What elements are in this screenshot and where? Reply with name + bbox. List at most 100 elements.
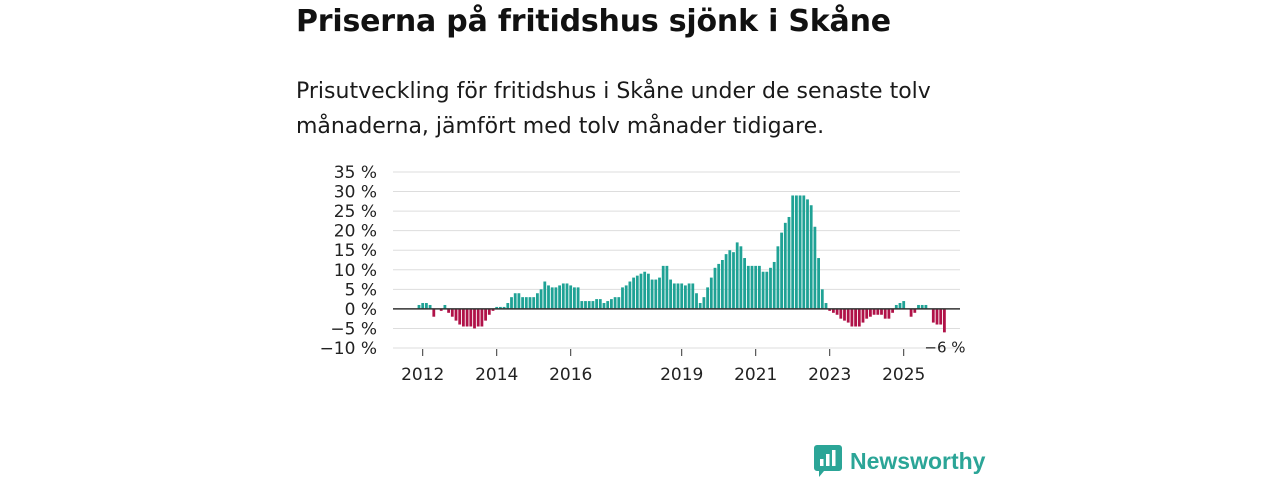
bar	[894, 304, 898, 309]
bar	[573, 287, 576, 309]
bar	[780, 232, 783, 309]
bar	[872, 308, 876, 315]
bar	[776, 246, 780, 309]
bar	[924, 304, 928, 309]
bar	[658, 277, 661, 309]
y-tick-label: 10 %	[334, 261, 377, 281]
bar	[602, 303, 606, 309]
brand-name: Newsworthy	[850, 447, 986, 474]
bar	[798, 195, 802, 309]
bar	[772, 261, 776, 309]
bar	[524, 297, 528, 309]
y-axis: 35 %30 %25 %20 %15 %10 %5 %0 %−5 %−10 %	[320, 163, 377, 359]
bar	[569, 285, 573, 309]
bar	[447, 308, 450, 313]
bar	[854, 308, 857, 327]
bar	[687, 283, 691, 309]
bar	[791, 195, 795, 309]
bar	[499, 306, 502, 309]
bar	[865, 308, 869, 319]
bar	[809, 205, 813, 309]
bar	[913, 308, 917, 313]
bar	[935, 308, 939, 325]
bar	[643, 271, 647, 309]
bar	[787, 216, 791, 309]
bar	[732, 252, 735, 309]
bar	[817, 258, 820, 309]
bar	[558, 285, 561, 309]
bar	[739, 246, 743, 309]
bar	[543, 281, 547, 309]
bar	[691, 283, 695, 309]
bar	[735, 242, 739, 309]
bar	[632, 277, 635, 309]
bar	[824, 303, 828, 309]
bar	[547, 285, 550, 309]
y-tick-label: 30 %	[334, 183, 377, 203]
bar	[943, 308, 946, 333]
bar	[495, 306, 499, 309]
bar	[521, 297, 524, 309]
bar	[513, 293, 517, 309]
bar	[665, 265, 669, 309]
bar	[510, 297, 513, 309]
bar	[806, 199, 809, 309]
bar	[598, 299, 602, 309]
last-value-label: −6 %	[924, 338, 965, 356]
bar	[506, 303, 510, 309]
bar	[536, 293, 539, 309]
y-tick-label: 35 %	[334, 163, 377, 183]
bar	[613, 297, 617, 309]
x-tick-label: 2023	[808, 365, 851, 385]
bar	[610, 299, 613, 309]
x-tick-label: 2016	[549, 365, 592, 385]
bar	[820, 289, 824, 309]
bar	[454, 308, 458, 321]
bar	[487, 308, 491, 315]
y-tick-label: 15 %	[334, 241, 377, 261]
bar	[765, 271, 769, 309]
bar	[898, 303, 902, 309]
bar	[439, 308, 443, 311]
bar	[647, 273, 650, 309]
bar	[425, 303, 428, 309]
y-tick-label: 0 %	[345, 300, 377, 320]
bar	[661, 265, 665, 309]
bar	[813, 226, 817, 309]
bar	[576, 287, 580, 309]
bar	[587, 301, 591, 309]
bar	[717, 263, 721, 309]
bar	[606, 301, 610, 309]
bar	[532, 297, 536, 309]
bar	[554, 287, 558, 309]
bar	[561, 283, 565, 309]
bar	[684, 285, 687, 309]
bar-chart: 35 %30 %25 %20 %15 %10 %5 %0 %−5 %−10 % …	[320, 163, 966, 385]
bar	[669, 279, 672, 309]
bar	[802, 195, 806, 309]
bar	[528, 297, 532, 309]
x-axis: 2012 2014 2016 2019 2021 2023 2025	[401, 349, 925, 385]
bar	[417, 304, 421, 309]
bar	[584, 301, 587, 309]
bar	[443, 304, 447, 309]
bar	[580, 301, 584, 309]
bar	[713, 267, 717, 309]
bar	[769, 267, 772, 309]
bar	[469, 308, 473, 327]
bar	[828, 308, 832, 311]
bar	[432, 308, 436, 317]
bar	[861, 308, 865, 323]
y-tick-label: 20 %	[334, 222, 377, 242]
bar	[761, 271, 765, 309]
bar	[920, 304, 924, 309]
bar	[621, 287, 624, 309]
bar	[843, 308, 846, 321]
bar	[891, 308, 894, 313]
bar	[654, 279, 658, 309]
bar	[839, 308, 843, 319]
bar	[728, 250, 732, 309]
bar	[939, 308, 943, 325]
newsworthy-brand[interactable]: Newsworthy	[814, 445, 985, 477]
bar	[695, 293, 698, 309]
